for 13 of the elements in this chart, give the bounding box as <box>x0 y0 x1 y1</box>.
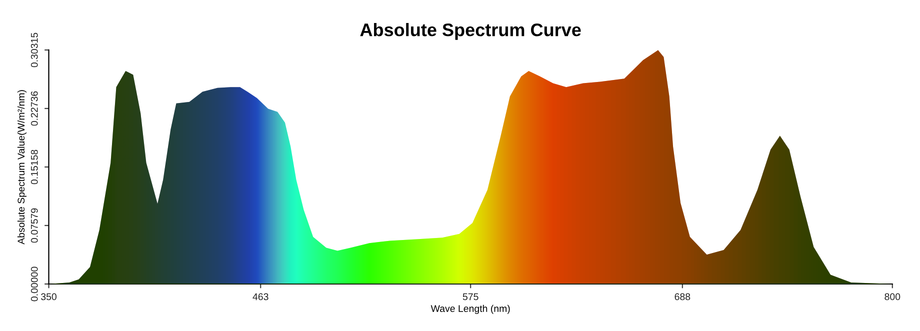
y-tick-label: 0.07579 <box>30 208 38 243</box>
x-tick-label: 463 <box>252 293 268 300</box>
y-tick-label: 0.22736 <box>30 91 38 126</box>
x-tick-label: 575 <box>462 293 478 300</box>
y-tick-label: 0.15158 <box>30 150 38 184</box>
y-tick-label: 0.00000 <box>30 266 38 302</box>
x-tick-label: 688 <box>674 293 690 300</box>
x-axis-title: Wave Length (nm) <box>430 304 510 314</box>
x-tick-label: 800 <box>884 293 900 300</box>
y-axis-title: Absolute Spectrum Value(W/m²/nm) <box>17 90 27 244</box>
chart-title: Absolute Spectrum Curve <box>360 23 581 40</box>
x-tick-label: 350 <box>41 293 56 300</box>
y-tick-label: 0.30315 <box>30 32 38 68</box>
